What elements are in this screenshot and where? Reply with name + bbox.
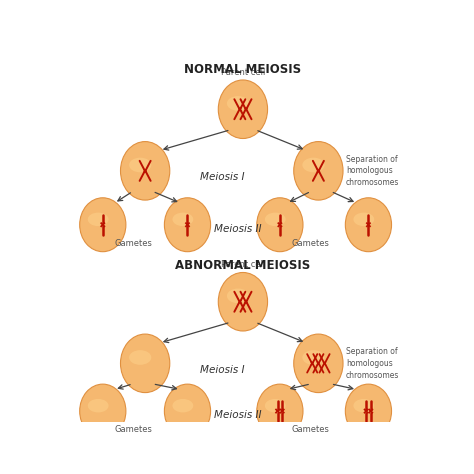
Text: Meiosis II: Meiosis II (214, 224, 261, 234)
Ellipse shape (173, 213, 193, 226)
Text: NORMAL MEIOSIS: NORMAL MEIOSIS (184, 63, 301, 76)
Ellipse shape (302, 158, 325, 173)
Ellipse shape (219, 80, 267, 138)
Text: Meiosis II: Meiosis II (214, 410, 261, 420)
Ellipse shape (129, 158, 151, 173)
Ellipse shape (80, 198, 126, 252)
Text: ABNORMAL MEIOSIS: ABNORMAL MEIOSIS (175, 259, 310, 272)
Text: Parent cell: Parent cell (221, 68, 265, 77)
Text: Gametes: Gametes (292, 238, 329, 247)
Ellipse shape (120, 334, 170, 392)
Ellipse shape (265, 213, 286, 226)
Text: Meiosis I: Meiosis I (200, 172, 245, 182)
Ellipse shape (164, 198, 210, 252)
Ellipse shape (302, 350, 325, 365)
Ellipse shape (219, 273, 267, 331)
Ellipse shape (346, 384, 392, 438)
Ellipse shape (164, 384, 210, 438)
Ellipse shape (346, 198, 392, 252)
Ellipse shape (354, 399, 374, 412)
Ellipse shape (129, 350, 151, 365)
Ellipse shape (257, 198, 303, 252)
Ellipse shape (354, 213, 374, 226)
Ellipse shape (227, 289, 249, 303)
Ellipse shape (294, 334, 343, 392)
Text: Gametes: Gametes (114, 238, 152, 247)
Text: Parent cell: Parent cell (221, 260, 265, 269)
Text: Gametes: Gametes (114, 425, 152, 434)
Ellipse shape (173, 399, 193, 412)
Ellipse shape (227, 96, 249, 111)
Text: Gametes: Gametes (292, 425, 329, 434)
Ellipse shape (88, 399, 109, 412)
Ellipse shape (257, 384, 303, 438)
Ellipse shape (120, 142, 170, 200)
Ellipse shape (88, 213, 109, 226)
Text: Separation of
homologous
chromosomes: Separation of homologous chromosomes (346, 155, 400, 187)
Ellipse shape (80, 384, 126, 438)
Ellipse shape (265, 399, 286, 412)
Text: Meiosis I: Meiosis I (200, 365, 245, 374)
Ellipse shape (294, 142, 343, 200)
Text: Separation of
homologous
chromosomes: Separation of homologous chromosomes (346, 347, 400, 380)
